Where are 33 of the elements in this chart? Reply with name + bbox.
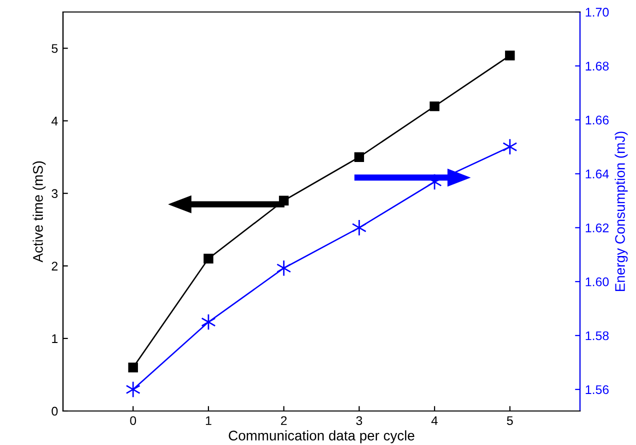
point <box>276 260 292 276</box>
y2-tick-label: 1.62 <box>586 223 609 232</box>
y-tick-label: 4 <box>51 116 58 126</box>
y2-tick-label: 1.68 <box>586 62 609 71</box>
x-tick-label: 1 <box>206 416 212 425</box>
point <box>128 362 138 372</box>
x-tick-label: 3 <box>356 416 362 426</box>
point <box>352 219 366 236</box>
point <box>430 101 440 112</box>
point <box>354 152 364 162</box>
y2-tick-label: 1.66 <box>586 116 609 124</box>
point <box>278 196 289 206</box>
point <box>502 138 518 156</box>
y2-tick-label: 1.60 <box>586 277 609 286</box>
y-axis-title: Active time (mS) <box>32 161 46 262</box>
x-tick-label: 5 <box>506 416 513 426</box>
y2-tick-label: 1.56 <box>586 385 609 394</box>
x-axis-title: Communication data per cycle <box>228 430 414 444</box>
y-tick-label: 5 <box>52 44 58 53</box>
y-tick-label: 3 <box>52 189 58 198</box>
y2-tick-label: 1.58 <box>586 331 609 340</box>
x-tick-label: 0 <box>130 416 136 426</box>
point <box>505 50 515 60</box>
y2-tick-label: 1.64 <box>586 170 609 178</box>
x-tick-label: 2 <box>280 416 287 425</box>
y2-tick-label: 1.70 <box>586 8 609 17</box>
point <box>204 254 214 264</box>
y-tick-label: 0 <box>52 406 58 416</box>
x-tick-label: 4 <box>431 416 438 425</box>
y2-axis-title: Energy Consumption (mJ) <box>614 132 628 292</box>
y-tick-label: 2 <box>52 262 58 270</box>
point <box>126 381 140 398</box>
y-tick-label: 1 <box>52 334 58 343</box>
